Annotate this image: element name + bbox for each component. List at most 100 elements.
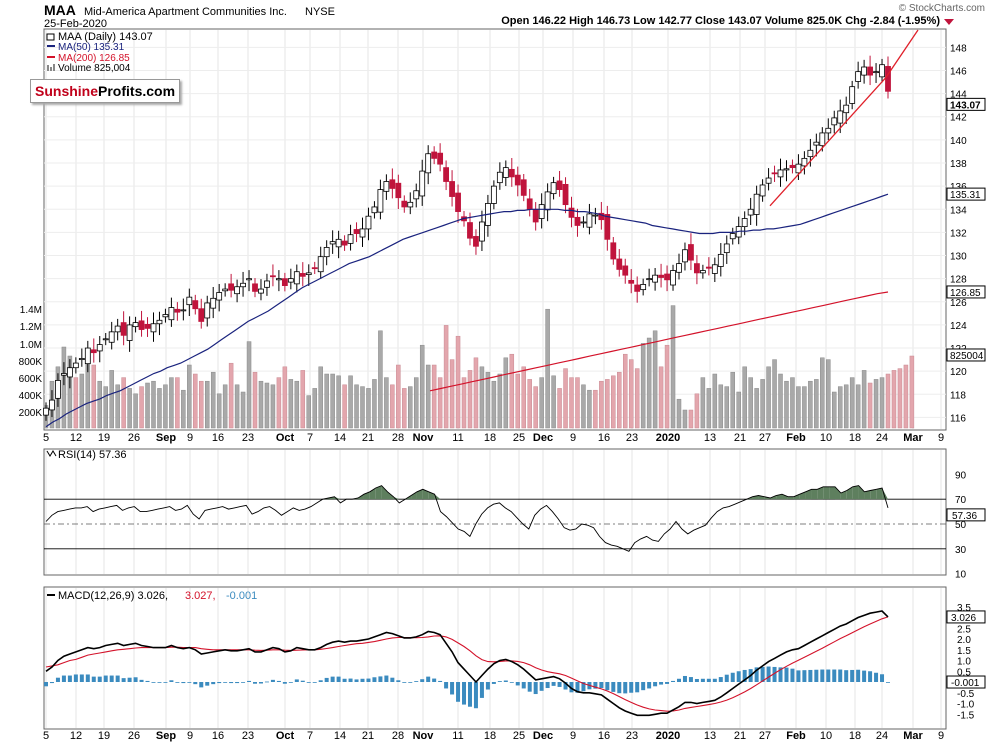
candle-body (49, 399, 55, 411)
volume-bar (790, 377, 795, 429)
macd-histogram-bar (736, 671, 741, 682)
volume-bar (85, 362, 91, 429)
volume-bar (587, 389, 592, 429)
volume-bar (270, 384, 276, 429)
candle-body (568, 207, 575, 218)
volume-bar (109, 370, 114, 429)
macd-tag: 3.026 (951, 613, 976, 624)
x-tick-label: 9 (187, 730, 193, 742)
volume-bar (622, 353, 628, 429)
volume-bar (413, 377, 419, 429)
macd-histogram-bar (862, 670, 867, 682)
candle-body (305, 272, 312, 276)
macd-histogram-bar (193, 682, 198, 685)
price-tick-label: 116 (950, 413, 966, 424)
macd-histogram-bar (641, 682, 646, 691)
price-panel (43, 28, 947, 431)
rsi-overbought-fill (363, 491, 370, 500)
candle-body (502, 167, 509, 178)
macd-tick-label: -1.0 (957, 700, 975, 711)
volume-tick-label: 1.4M (20, 305, 42, 316)
macd-histogram-bar (718, 677, 723, 682)
candle-body (377, 189, 384, 213)
candle-body (311, 267, 318, 270)
macd-histogram-bar (247, 680, 252, 682)
candle-body (425, 153, 432, 174)
price-tag-box (946, 187, 986, 201)
candle-body (323, 247, 330, 258)
price-tick-label: 140 (950, 136, 967, 147)
macd-histogram-bar (360, 678, 365, 682)
candle-body (222, 288, 229, 292)
macd-tag-box (946, 675, 986, 689)
rsi-overbought-fill (829, 486, 836, 500)
macd-histogram-bar (115, 675, 120, 682)
candle-body (96, 344, 103, 352)
macd-histogram-bar (599, 682, 604, 689)
candle-body (783, 168, 790, 171)
candle-body (162, 314, 169, 318)
x-tick-label: 18 (849, 432, 861, 444)
candle-body (246, 278, 252, 281)
candle-body (544, 191, 551, 211)
volume-bar (539, 377, 544, 429)
macd-histogram-bar (205, 682, 210, 686)
macd-histogram-bar (868, 671, 873, 682)
volume-bar (455, 335, 461, 429)
macd-histogram-bar (432, 678, 437, 682)
rsi-overbought-fill (787, 496, 794, 500)
macd-histogram-bar (330, 676, 335, 682)
macd-histogram-bar (414, 681, 419, 682)
x-tick-label: Sep (156, 432, 176, 444)
volume-bar (557, 388, 562, 429)
candle-body (275, 278, 282, 281)
candle-body (108, 331, 115, 343)
macd-tick-label: 1.5 (957, 646, 971, 657)
candle-body (132, 322, 139, 328)
volume-bar (694, 393, 700, 429)
volume-bar (784, 380, 789, 429)
candle-body (72, 362, 79, 369)
candle-body (329, 241, 336, 245)
candle-body (407, 201, 414, 208)
rsi-overbought-fill (858, 485, 865, 500)
macd-histogram-bar (109, 675, 114, 682)
macd-tag-box (946, 610, 986, 624)
volume-tick-label: 600K (19, 374, 43, 385)
candle-body (640, 284, 647, 291)
volume-bar (467, 370, 473, 429)
macd-histogram-bar (593, 682, 598, 689)
macd-histogram-bar (814, 669, 819, 682)
x-tick-label: 9 (938, 730, 944, 742)
candle-body (55, 380, 61, 399)
candle-body (371, 206, 378, 214)
candle-body (66, 367, 73, 378)
price-tag-box (946, 97, 986, 111)
macd-histogram-bar (515, 682, 520, 686)
macd-histogram-bar (557, 682, 562, 687)
candle-body (795, 163, 802, 174)
price-tick-label: 132 (950, 228, 967, 239)
volume-bar (461, 377, 467, 429)
macd-histogram-bar (264, 681, 269, 683)
volume-bar (408, 386, 413, 429)
candle-body (496, 171, 503, 184)
x-tick-label: 28 (392, 730, 404, 742)
price-tag: 143.07 (950, 100, 981, 111)
macd-histogram-bar (336, 676, 341, 682)
ma50-line (45, 193, 889, 428)
volume-bar (115, 384, 120, 429)
rsi-overbought-fill (428, 491, 435, 500)
symbol-title: MAA (44, 2, 76, 18)
candle-body (389, 179, 396, 189)
exchange-label: NYSE (305, 6, 335, 18)
macd-histogram-bar (467, 682, 472, 707)
volume-bar (443, 325, 449, 429)
candle-body (777, 169, 784, 178)
macd-histogram-bar (402, 682, 407, 683)
macd-tick-label: 2.5 (957, 624, 971, 635)
volume-bar (533, 386, 538, 429)
macd-histogram-bar (688, 677, 693, 682)
candle-body (138, 320, 145, 330)
macd-histogram-bar (450, 682, 455, 695)
